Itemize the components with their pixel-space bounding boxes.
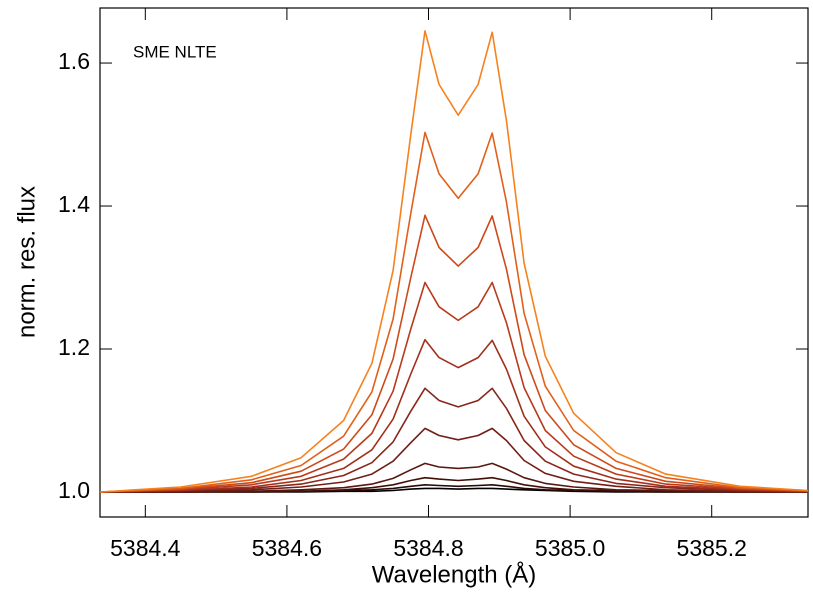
x-tick-label: 5384.4 bbox=[110, 535, 181, 561]
y-tick-label: 1.2 bbox=[58, 334, 90, 360]
y-axis-label: norm. res. flux bbox=[13, 186, 40, 338]
x-tick-label: 5384.6 bbox=[252, 535, 322, 561]
line-series bbox=[99, 131, 809, 493]
line-series bbox=[99, 427, 809, 493]
y-tick-label: 1.0 bbox=[58, 477, 90, 503]
plot-frame bbox=[99, 7, 809, 518]
annotation: SME NLTE bbox=[133, 42, 217, 61]
line-series bbox=[100, 476, 808, 493]
y-tick-label: 1.4 bbox=[58, 191, 90, 217]
line-series bbox=[99, 281, 809, 493]
y-tick-label: 1.6 bbox=[58, 48, 90, 74]
x-tick-label: 5384.8 bbox=[393, 535, 463, 561]
line-series bbox=[99, 338, 809, 493]
line-series bbox=[99, 214, 809, 493]
line-series bbox=[100, 462, 808, 493]
x-axis-label: Wavelength (Å) bbox=[372, 560, 537, 588]
x-tick-label: 5385.2 bbox=[677, 535, 747, 561]
x-tick-label: 5385.0 bbox=[535, 535, 605, 561]
line-series bbox=[99, 30, 809, 493]
line-series bbox=[99, 387, 809, 493]
